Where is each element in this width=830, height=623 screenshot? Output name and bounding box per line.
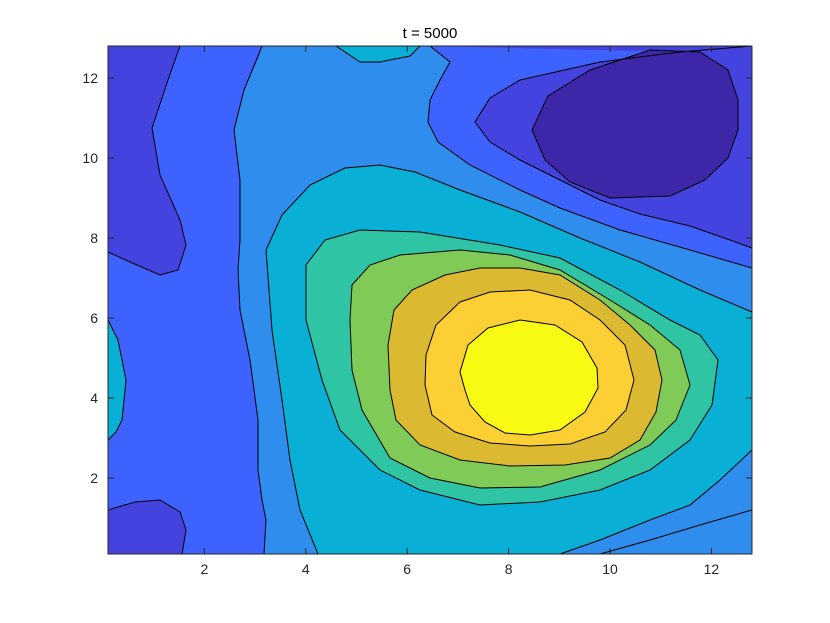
contour-level-0-left-bottom [108,500,186,554]
contour-line-level-3 [265,164,752,554]
contour-line-upper-right-inner [474,46,752,249]
contour-line-upper-right-outer [427,46,752,269]
contour-line-bottom-right [599,509,752,554]
x-tick-label: 6 [403,561,411,577]
y-tick-label: 4 [90,390,98,406]
contour-line-level-4 [305,229,719,506]
contour-level-minus-1-trough [532,50,738,198]
chart-title: t = 5000 [403,25,458,42]
contour-line-top-notch [335,46,421,63]
contour-line-level-7 [424,289,635,447]
x-tick-label: 8 [505,561,513,577]
contour-line-trough [531,49,739,199]
contour-level-0-left-top [108,46,186,275]
contour-line-level-6 [387,267,663,467]
y-tick-label: 12 [82,70,98,86]
x-tick-label: 12 [704,561,720,577]
x-tick-label: 2 [200,561,208,577]
contour-level-2-left-edge [108,320,126,440]
y-tick-label: 10 [82,150,98,166]
contour-line-level-5 [349,249,691,489]
contour-line-level-3-lower [559,449,752,554]
x-tick-label: 10 [602,561,618,577]
y-tick-label: 6 [90,310,98,326]
y-tick-label: 2 [90,470,98,486]
contour-line-band-left [233,46,267,554]
contour-line-level-8 [459,319,599,436]
plot-area [108,46,752,554]
x-tick-label: 4 [302,561,310,577]
contour-line-left-mid [108,319,127,441]
plot-frame [107,45,753,555]
contour-level-8-peak [460,320,598,435]
contour-line-left-top [108,46,187,276]
contour-line-left-bottom [108,499,187,554]
x-axis: 2 4 6 8 10 12 [200,46,719,577]
y-axis: 2 4 6 8 10 12 [82,70,752,486]
y-tick-label: 8 [90,230,98,246]
contour-lines [108,46,752,554]
